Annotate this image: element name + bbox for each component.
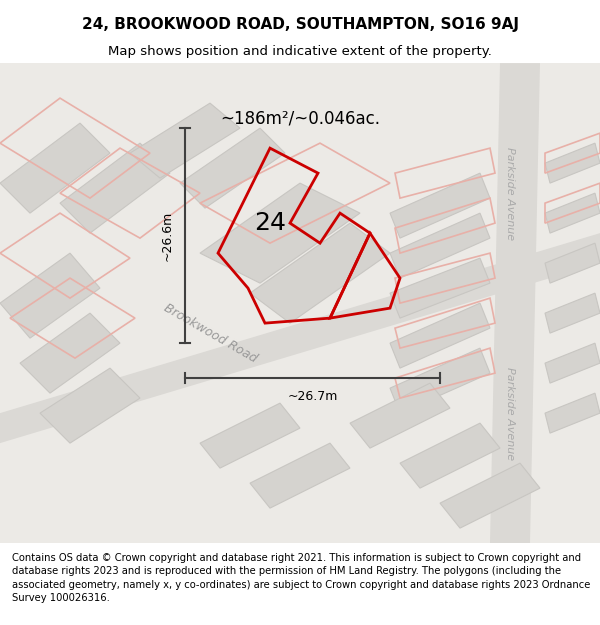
Polygon shape bbox=[545, 293, 600, 333]
Polygon shape bbox=[545, 193, 600, 233]
Polygon shape bbox=[350, 383, 450, 448]
Text: Contains OS data © Crown copyright and database right 2021. This information is : Contains OS data © Crown copyright and d… bbox=[12, 553, 590, 602]
Polygon shape bbox=[180, 128, 285, 208]
Polygon shape bbox=[390, 173, 490, 238]
Polygon shape bbox=[390, 348, 490, 413]
Polygon shape bbox=[0, 123, 110, 213]
Text: ~26.7m: ~26.7m bbox=[287, 389, 338, 402]
Polygon shape bbox=[200, 183, 360, 283]
Text: Parkside Avenue: Parkside Avenue bbox=[505, 366, 515, 460]
Text: 24, BROOKWOOD ROAD, SOUTHAMPTON, SO16 9AJ: 24, BROOKWOOD ROAD, SOUTHAMPTON, SO16 9A… bbox=[82, 17, 518, 32]
Polygon shape bbox=[0, 233, 600, 443]
Polygon shape bbox=[200, 403, 300, 468]
Polygon shape bbox=[400, 423, 500, 488]
Polygon shape bbox=[545, 143, 600, 183]
Polygon shape bbox=[40, 368, 140, 443]
Text: 24: 24 bbox=[254, 211, 286, 235]
Text: ~186m²/~0.046ac.: ~186m²/~0.046ac. bbox=[220, 109, 380, 127]
Polygon shape bbox=[20, 313, 120, 393]
Polygon shape bbox=[390, 258, 490, 318]
Polygon shape bbox=[390, 303, 490, 368]
Text: Map shows position and indicative extent of the property.: Map shows position and indicative extent… bbox=[108, 44, 492, 58]
Polygon shape bbox=[440, 463, 540, 528]
Polygon shape bbox=[0, 253, 100, 338]
Polygon shape bbox=[545, 243, 600, 283]
Text: ~26.6m: ~26.6m bbox=[161, 211, 173, 261]
Polygon shape bbox=[250, 223, 390, 323]
Polygon shape bbox=[490, 63, 540, 543]
Polygon shape bbox=[250, 443, 350, 508]
Polygon shape bbox=[130, 103, 240, 178]
Text: Parkside Avenue: Parkside Avenue bbox=[505, 146, 515, 239]
Polygon shape bbox=[545, 343, 600, 383]
Polygon shape bbox=[390, 213, 490, 278]
Polygon shape bbox=[60, 143, 170, 233]
Polygon shape bbox=[545, 393, 600, 433]
Text: Brookwood Road: Brookwood Road bbox=[161, 301, 259, 365]
